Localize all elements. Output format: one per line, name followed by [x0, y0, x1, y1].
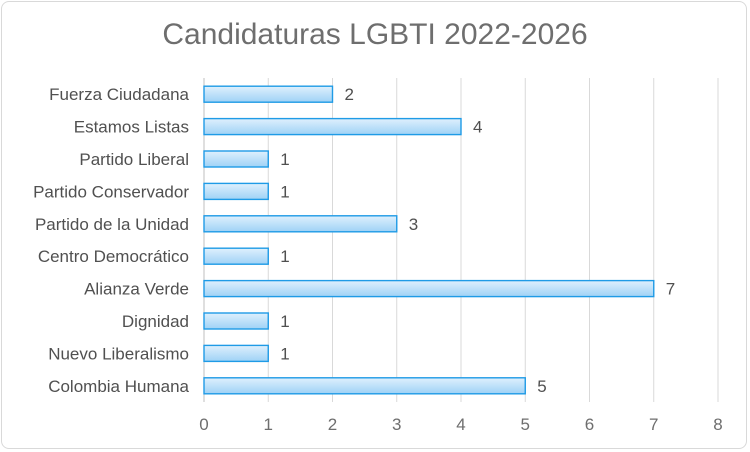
data-label: 1 — [280, 182, 289, 201]
x-tick-label: 4 — [456, 415, 465, 434]
bar — [203, 150, 269, 168]
x-tick-label: 1 — [264, 415, 273, 434]
labels: 0 1 2 3 4 5 6 7 8 Fuerza Ciudadana 2 Estamos Listas… — [33, 85, 723, 434]
data-label: 7 — [666, 280, 675, 299]
bar — [203, 215, 398, 233]
chart-title: Candidaturas LGBTI 2022-2026 — [162, 18, 588, 51]
category-label: Nuevo Liberalismo — [48, 344, 189, 363]
data-label: 1 — [280, 312, 289, 331]
category-label: Alianza Verde — [84, 280, 189, 299]
category-label: Partido Conservador — [33, 182, 189, 201]
data-label: 1 — [280, 247, 289, 266]
bar — [203, 117, 462, 136]
x-tick-label: 3 — [392, 415, 401, 434]
x-tick-label: 0 — [199, 415, 208, 434]
bar — [203, 377, 526, 395]
data-label: 2 — [345, 85, 354, 104]
x-tick-label: 6 — [585, 415, 594, 434]
category-label: Colombia Humana — [48, 377, 189, 396]
x-tick-label: 8 — [713, 415, 722, 434]
x-tick-label: 2 — [328, 415, 337, 434]
category-label: Centro Democrático — [38, 247, 189, 266]
category-label: Partido Liberal — [79, 150, 189, 169]
category-label: Partido de la Unidad — [35, 215, 189, 234]
data-label: 4 — [473, 118, 482, 137]
x-tick-label: 7 — [649, 415, 658, 434]
data-label: 3 — [409, 215, 418, 234]
bar — [203, 312, 269, 330]
category-label: Dignidad — [122, 312, 189, 331]
bar — [203, 85, 334, 103]
bar — [203, 344, 269, 363]
data-label: 1 — [280, 150, 289, 169]
data-label: 5 — [537, 377, 546, 396]
bar — [203, 182, 269, 201]
bars — [203, 85, 655, 395]
bar — [203, 247, 269, 265]
category-label: Fuerza Ciudadana — [49, 85, 189, 104]
category-label: Estamos Listas — [74, 118, 189, 137]
data-label: 1 — [280, 344, 289, 363]
x-tick-label: 5 — [521, 415, 530, 434]
bar — [203, 279, 655, 298]
